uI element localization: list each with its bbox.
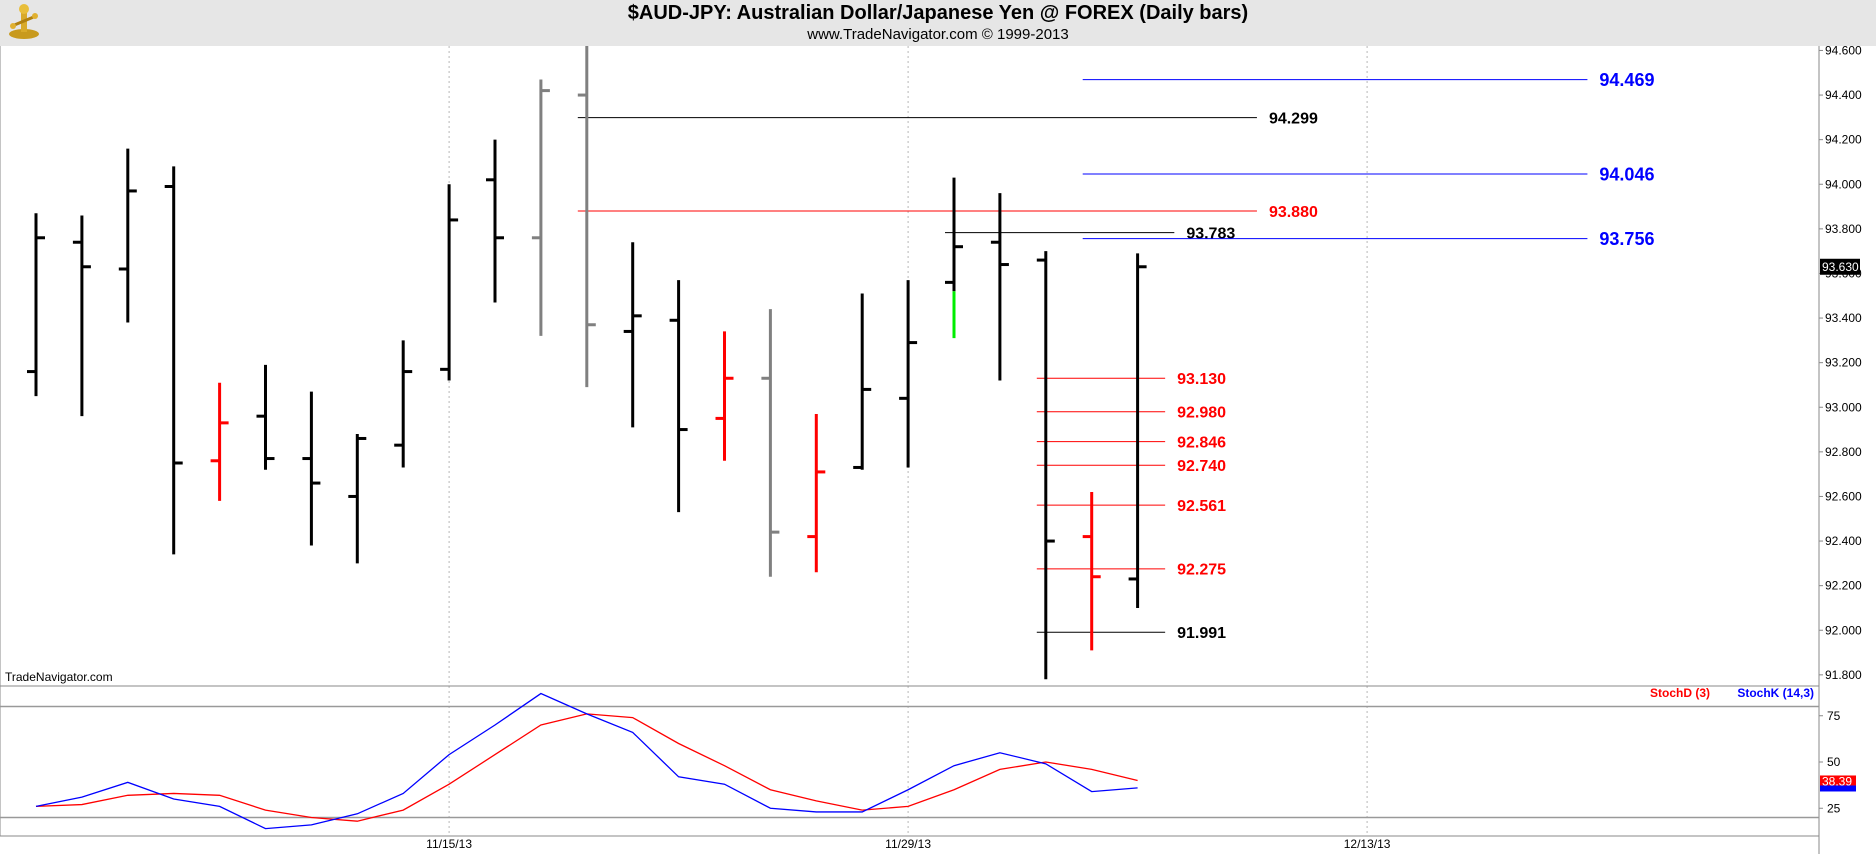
- panel-frames: [0, 46, 1820, 854]
- ohlc-bar: [761, 309, 780, 577]
- price-level-label: 92.561: [1177, 498, 1226, 515]
- price-level-label: 92.980: [1177, 404, 1226, 421]
- ohlc-bar: [1128, 253, 1147, 608]
- price-tick-label: 93.800: [1825, 222, 1862, 236]
- price-level-label: 92.275: [1177, 562, 1226, 579]
- ohlc-bar: [990, 193, 1009, 381]
- price-tick-label: 93.000: [1825, 400, 1862, 414]
- ohlc-bar: [945, 177, 963, 339]
- price-level-label: 91.991: [1177, 625, 1226, 642]
- date-tick-label: 11/15/13: [426, 837, 472, 851]
- price-tick-label: 92.200: [1825, 579, 1862, 593]
- price-level-label: 93.783: [1186, 225, 1235, 242]
- price-levels: 94.469 94.299 94.046 93.880 93.783 93.756 93.1…: [577, 70, 1654, 642]
- price-axis: 94.60094.40094.20094.00093.80093.60093.4…: [1819, 43, 1862, 682]
- price-level-label: 93.756: [1599, 229, 1654, 249]
- ohlc-bar: [27, 213, 45, 397]
- stoch-value-label: 38.39: [1822, 774, 1852, 788]
- stoch-d-line: [35, 713, 1138, 822]
- price-level-label: 94.299: [1269, 110, 1318, 127]
- price-tick-label: 92.400: [1825, 534, 1862, 548]
- ohlc-bar: [577, 46, 596, 388]
- last-price-label: 93.630: [1822, 260, 1859, 274]
- watermark-text: TradeNavigator.com: [5, 670, 113, 684]
- ohlc-bars: [27, 46, 1147, 680]
- price-level-label: 92.846: [1177, 434, 1226, 451]
- stoch-k-line: [35, 692, 1138, 830]
- ohlc-bar: [210, 382, 229, 501]
- ohlc-bar: [118, 148, 137, 323]
- price-tick-label: 92.800: [1825, 445, 1862, 459]
- stoch-value-badge-k: [1820, 785, 1856, 792]
- ohlc-bar: [623, 242, 642, 428]
- ohlc-bar: [348, 434, 367, 564]
- price-tick-label: 93.400: [1825, 311, 1862, 325]
- ohlc-bar: [440, 184, 459, 381]
- date-tick-label: 12/13/13: [1344, 837, 1391, 851]
- ohlc-bar: [853, 293, 872, 470]
- price-tick-label: 93.200: [1825, 356, 1862, 370]
- price-tick-label: 94.400: [1825, 88, 1862, 102]
- ohlc-bar: [1036, 251, 1055, 680]
- chart-header: $AUD-JPY: Australian Dollar/Japanese Yen…: [0, 0, 1876, 46]
- price-tick-label: 94.200: [1825, 133, 1862, 147]
- price-tick-label: 92.000: [1825, 623, 1862, 637]
- stoch-tick-label: 25: [1827, 801, 1841, 815]
- trade-navigator-logo-icon: [4, 2, 44, 42]
- stoch-tick-label: 50: [1827, 755, 1841, 769]
- ohlc-bar: [72, 215, 91, 417]
- price-level-label: 93.130: [1177, 371, 1226, 388]
- ohlc-bar: [715, 331, 734, 461]
- chart-title: $AUD-JPY: Australian Dollar/Japanese Yen…: [627, 2, 1249, 24]
- stoch-value-badge-d: [1820, 775, 1856, 786]
- price-tick-label: 94.000: [1825, 177, 1862, 191]
- price-tick-label: 91.800: [1825, 668, 1862, 682]
- ohlc-bar: [486, 139, 504, 303]
- ohlc-bar: [669, 280, 688, 513]
- legend-stoch-d: StochD (3): [1650, 686, 1710, 700]
- stochastic-panel: 75 50 25 38.39 StochD (3) StochK (14,3): [0, 686, 1856, 830]
- date-axis: 11/15/13 11/29/13 12/13/13: [426, 837, 1391, 851]
- ohlc-bar: [164, 166, 183, 555]
- price-level-label: 94.469: [1599, 70, 1654, 90]
- ohlc-bar: [394, 340, 413, 468]
- price-tick-label: 92.600: [1825, 489, 1862, 503]
- ohlc-bar: [899, 280, 918, 468]
- price-level-label: 92.740: [1177, 458, 1226, 475]
- price-level-label: 93.880: [1269, 204, 1318, 221]
- chart-subtitle: www.TradeNavigator.com © 1999-2013: [807, 26, 1069, 43]
- price-level-label: 94.046: [1599, 164, 1654, 184]
- legend-stoch-k: StochK (14,3): [1737, 686, 1814, 700]
- ohlc-bar: [531, 79, 550, 336]
- price-tick-label: 94.600: [1825, 43, 1862, 57]
- stoch-tick-label: 75: [1827, 709, 1841, 723]
- ohlc-bar: [256, 364, 275, 470]
- last-price-badge: [1820, 258, 1860, 275]
- date-tick-label: 11/29/13: [885, 837, 931, 851]
- ohlc-bar: [807, 413, 826, 573]
- ohlc-bar: [1082, 491, 1101, 651]
- ohlc-bar: [302, 391, 321, 546]
